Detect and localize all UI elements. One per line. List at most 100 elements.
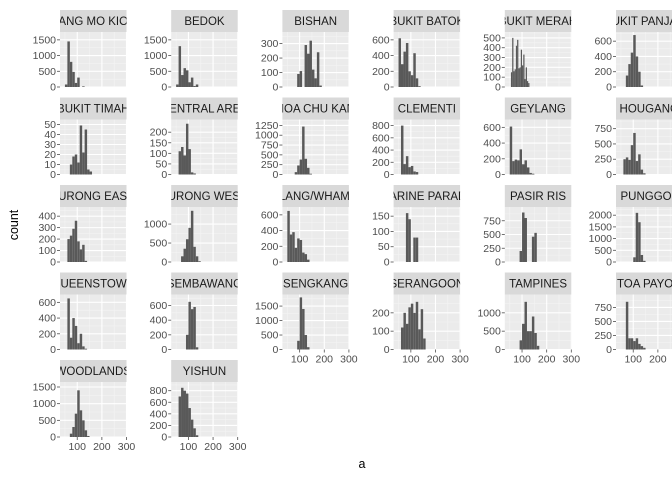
histogram-bar — [183, 155, 186, 175]
facet-panel: QUEENSTOWN 0 200 400 600 — [38, 272, 136, 356]
y-tick-label: 1500 — [33, 34, 57, 46]
histogram-bar — [87, 169, 90, 175]
histogram-bar — [418, 86, 421, 87]
y-tick-label: 0 — [384, 82, 390, 94]
histogram-bar — [513, 71, 515, 87]
histogram-bar — [512, 37, 514, 87]
x-tick-label: 300 — [118, 441, 136, 453]
histogram-bar — [420, 309, 424, 350]
y-tick-label: 0 — [50, 169, 56, 181]
histogram-bar — [84, 260, 88, 262]
histogram-bar — [633, 341, 636, 350]
histogram-bar — [67, 298, 70, 350]
y-tick-label: 500 — [594, 245, 612, 257]
y-tick-label: 600 — [38, 297, 56, 309]
y-tick-label: 0 — [384, 257, 390, 269]
y-tick-label: 400 — [483, 42, 501, 54]
y-tick-label: 0 — [161, 432, 167, 444]
y-tick-label: 0 — [273, 257, 279, 269]
x-tick-label: 100 — [624, 354, 642, 366]
histogram-bar — [531, 316, 535, 350]
histogram-bar — [188, 408, 191, 437]
histogram-bar — [309, 40, 312, 87]
y-tick-label: 600 — [261, 209, 279, 221]
histogram-bar — [640, 254, 644, 262]
histogram-bar — [190, 172, 194, 175]
facet-panel: BUKIT BATOK 0 200 400 600 — [372, 10, 464, 94]
histogram-bar — [413, 312, 416, 350]
facet-strip-label: WOODLANDS — [56, 366, 132, 378]
facet-strip-label: SERANGOON — [389, 279, 464, 291]
histogram-bar — [82, 346, 85, 350]
histogram-bar — [400, 327, 404, 350]
histogram-bar — [638, 343, 641, 350]
histogram-bar — [408, 71, 411, 87]
y-tick-label: 400 — [372, 50, 390, 62]
y-tick-label: 50 — [156, 158, 168, 170]
facet-strip-label: JURONG WEST — [162, 191, 247, 203]
histogram-bar — [400, 125, 404, 175]
histogram-bar — [514, 159, 518, 175]
histogram-bar — [524, 160, 527, 175]
histogram-bar — [74, 220, 78, 262]
y-tick-label: 750 — [594, 302, 612, 314]
facet-panel: TOA PAYOH0250500750100200300 — [594, 272, 672, 366]
facet-strip — [616, 185, 672, 207]
histogram-bar — [304, 45, 308, 87]
histogram-bar — [77, 390, 80, 437]
facet-panel: KALLANG/WHAMPOA 0 200 400 600 — [261, 185, 349, 269]
y-tick-label: 200 — [372, 157, 390, 169]
facet-strip-label: CENTRAL AREA — [161, 104, 248, 116]
facet-strip — [282, 97, 349, 120]
histogram-bar — [413, 171, 416, 175]
facet-panel: BISHAN 0 100 200 300 — [261, 10, 349, 94]
histogram-bar — [176, 84, 179, 87]
y-tick-label: 0 — [495, 257, 501, 269]
y-tick-label: 400 — [594, 51, 612, 63]
facet-strip-label: BUKIT BATOK — [389, 16, 464, 28]
facet-strip-label: JURONG EAST — [52, 191, 134, 203]
x-tick-label: 300 — [229, 441, 247, 453]
y-tick-label: 600 — [372, 34, 390, 46]
histogram-bar — [413, 237, 416, 262]
x-tick-label: 300 — [451, 354, 469, 366]
histogram-bar — [529, 172, 532, 175]
histogram-bar — [628, 64, 631, 87]
histogram-bar — [405, 43, 409, 87]
y-tick-label: 1000 — [144, 219, 168, 231]
y-tick-label: 200 — [483, 153, 501, 165]
y-tick-label: 400 — [38, 313, 56, 325]
y-tick-label: 200 — [150, 329, 168, 341]
histogram-bar — [294, 172, 298, 175]
histogram-bar — [512, 161, 515, 175]
y-tick-label: 300 — [261, 38, 279, 50]
y-tick-label: 800 — [372, 120, 390, 132]
facet-plot-area — [282, 119, 349, 175]
histogram-bar — [519, 67, 521, 87]
y-axis-title: count — [7, 209, 21, 240]
histogram-bar — [534, 232, 537, 262]
facet-strip — [616, 97, 672, 120]
histogram-bar — [536, 345, 540, 350]
histogram-bar — [415, 172, 419, 175]
facet-strip-label: BUKIT PANJANG — [604, 16, 672, 28]
facet-strip-label: HOUGANG — [620, 104, 672, 116]
histogram-bar — [423, 338, 426, 350]
y-tick-label: 100 — [483, 72, 501, 84]
facet-panel: ANG MO KIO 0 500 1000 1500 — [33, 10, 127, 94]
y-tick-label: 2000 — [589, 210, 613, 222]
histogram-bar — [79, 333, 83, 350]
facet-strip-label: QUEENSTOWN — [52, 279, 136, 291]
histogram-bar — [307, 167, 310, 175]
histogram-bar — [185, 334, 189, 350]
histogram-bar — [72, 318, 75, 350]
y-tick-label: 400 — [372, 145, 390, 157]
y-tick-label: 1500 — [589, 221, 613, 233]
facet-strip — [60, 10, 127, 32]
histogram-bar — [79, 410, 83, 437]
histogram-bar — [398, 38, 401, 87]
histogram-bar — [178, 396, 182, 437]
facet-strip — [60, 360, 127, 382]
